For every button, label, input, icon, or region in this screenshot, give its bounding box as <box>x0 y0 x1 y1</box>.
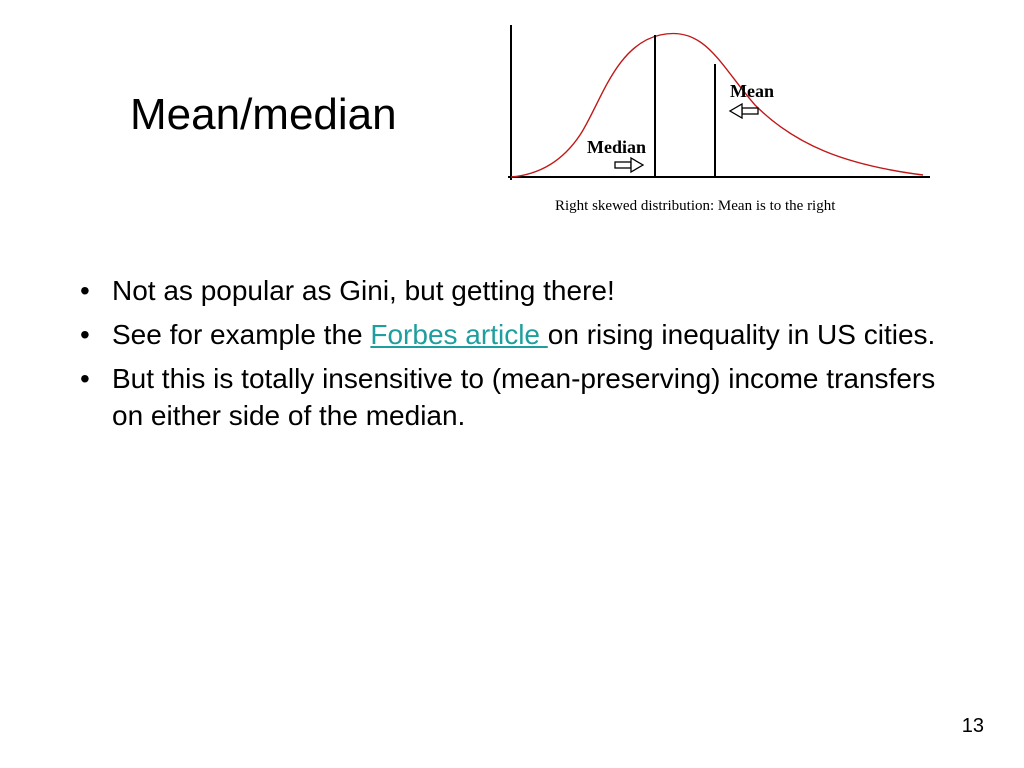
bullet-item: Not as popular as Gini, but getting ther… <box>80 272 960 310</box>
arrow-right-icon <box>615 158 643 172</box>
arrow-left-icon <box>730 104 758 118</box>
slide: Mean/median Median Mean Right sk <box>0 0 1024 768</box>
figure-caption: Right skewed distribution: Mean is to th… <box>555 198 835 215</box>
slide-title: Mean/median <box>130 90 397 140</box>
bullet-text: But this is totally insensitive to (mean… <box>112 363 935 432</box>
bullet-list: Not as popular as Gini, but getting ther… <box>80 272 960 441</box>
bullet-text: Not as popular as Gini, but getting ther… <box>112 275 615 306</box>
median-label: Median <box>587 137 646 157</box>
bullet-text-after: on rising inequality in US cities. <box>548 319 936 350</box>
forbes-link[interactable]: Forbes article <box>370 319 547 350</box>
distribution-svg: Median Mean <box>505 25 935 185</box>
distribution-curve <box>511 33 923 177</box>
bullet-item: But this is totally insensitive to (mean… <box>80 360 960 436</box>
bullet-item: See for example the Forbes article on ri… <box>80 316 960 354</box>
distribution-figure: Median Mean <box>505 25 935 205</box>
page-number: 13 <box>962 715 984 738</box>
bullet-text-before: See for example the <box>112 319 370 350</box>
mean-label: Mean <box>730 81 774 101</box>
